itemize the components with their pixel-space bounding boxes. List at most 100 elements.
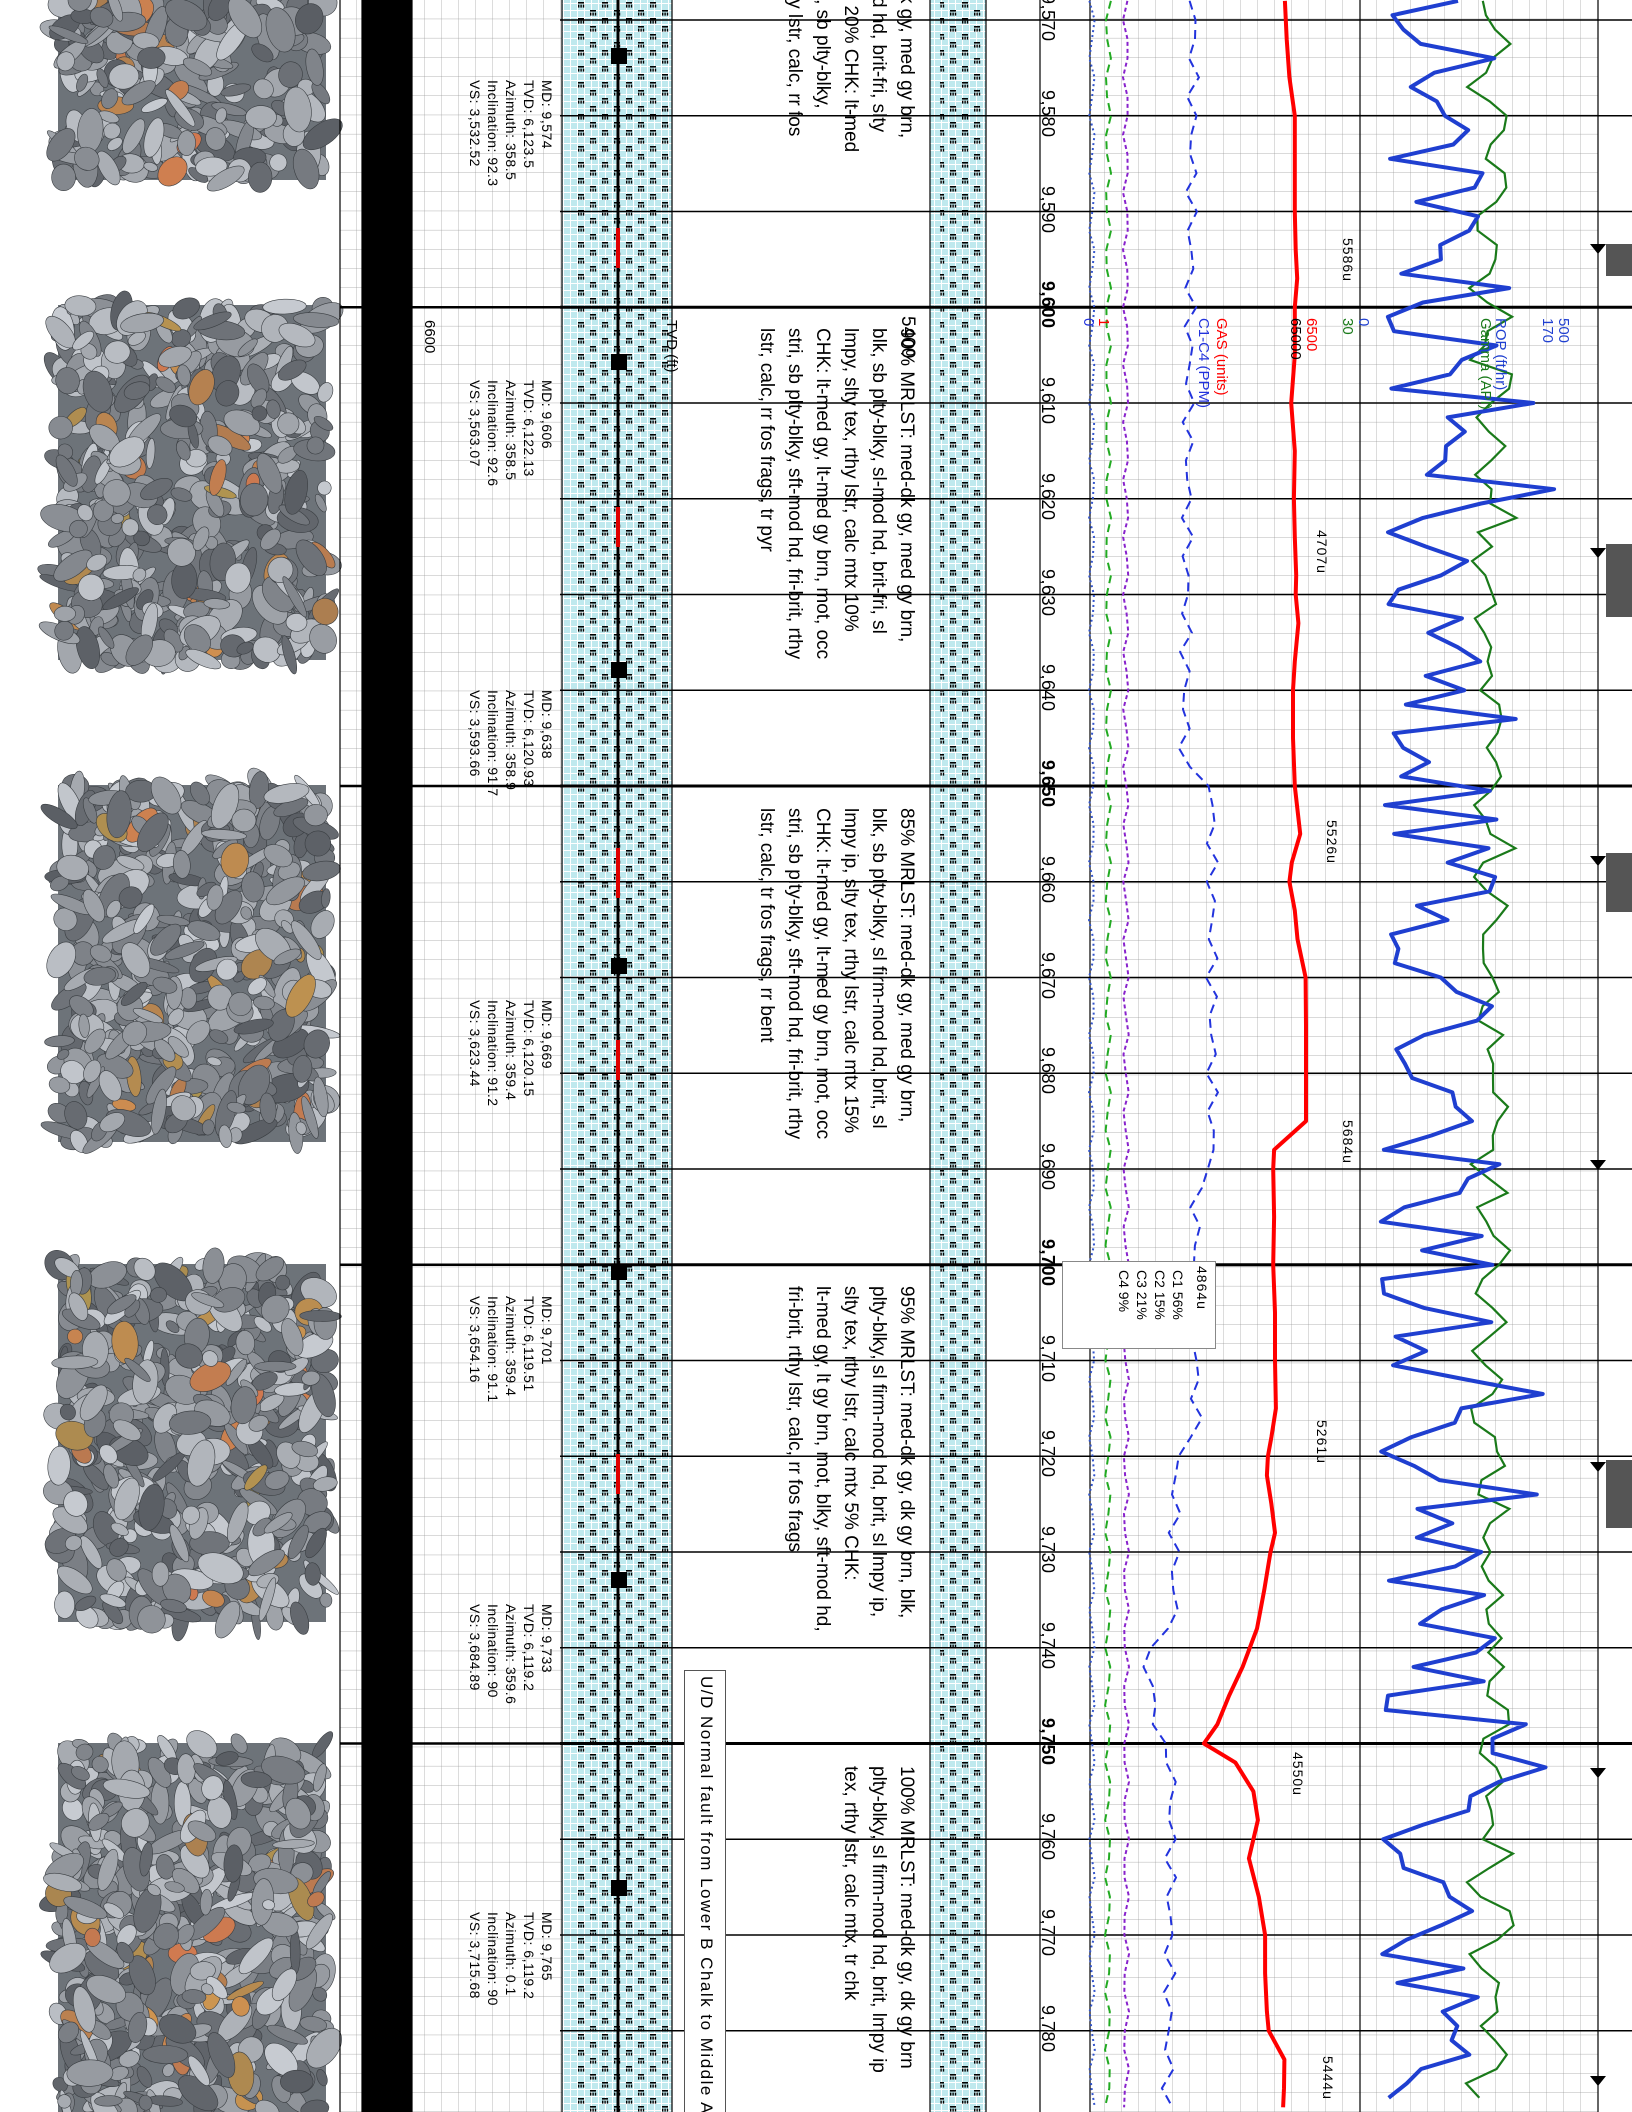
cutting-chip bbox=[76, 73, 89, 92]
lithology-description: med-dk gy, med gy brn, bbox=[896, 0, 917, 139]
cutting-chip bbox=[265, 7, 296, 53]
cutting-chip bbox=[40, 803, 78, 830]
cutting-chip bbox=[209, 459, 227, 496]
cutting-chip bbox=[259, 1092, 277, 1124]
lithology-description: 95% MRLST: med-dk gy, dk gy brn, blk, bbox=[896, 1286, 917, 1619]
cutting-chip bbox=[106, 790, 132, 839]
cutting-chip bbox=[278, 61, 303, 88]
cutting-chip bbox=[280, 2069, 314, 2094]
lithology-description: , sl-mod hd, brit-fri, slty bbox=[868, 0, 889, 133]
lithology-description: lmpy ip, slty tex, rthy lstr, calc mtx 1… bbox=[840, 808, 861, 1134]
survey-inclination: Inclination: 90 bbox=[485, 1604, 501, 1698]
gas-peak-label: 5526u bbox=[1324, 820, 1340, 864]
cutting-chip bbox=[293, 312, 340, 328]
cutting-chip bbox=[121, 80, 156, 106]
cutting-chip bbox=[233, 1018, 274, 1035]
cutting-chip bbox=[152, 976, 178, 994]
survey-tvd: TVD: 6,119.2 bbox=[521, 1604, 537, 1692]
cutting-chip bbox=[215, 107, 227, 124]
cutting-chip bbox=[83, 1059, 102, 1083]
cutting-chip bbox=[96, 150, 121, 186]
cutting-chip bbox=[150, 923, 182, 956]
cutting-chip bbox=[263, 844, 293, 868]
cutting-chip bbox=[304, 830, 332, 857]
cutting-chip bbox=[215, 380, 240, 407]
cutting-chip bbox=[278, 322, 316, 348]
cutting-chip bbox=[291, 920, 322, 960]
cutting-chip bbox=[306, 436, 325, 455]
cutting-chip bbox=[143, 161, 158, 172]
survey-tvd: TVD: 6,119.2 bbox=[521, 1912, 537, 2000]
cutting-chip bbox=[177, 130, 196, 156]
cutting-chip bbox=[147, 504, 168, 526]
cutting-chip bbox=[176, 440, 191, 461]
gas-min-label: 65000 bbox=[1287, 318, 1304, 360]
cutting-chip bbox=[77, 504, 94, 522]
cutting-chip bbox=[104, 340, 131, 364]
depth-label: 9,640 bbox=[1038, 664, 1058, 712]
cutting-chip bbox=[118, 886, 143, 909]
cutting-chip bbox=[282, 576, 307, 618]
cutting-chip bbox=[133, 530, 151, 547]
depth-label: 9,680 bbox=[1038, 1047, 1058, 1095]
cutting-chip bbox=[267, 556, 294, 583]
gamma-max-label: 0 bbox=[1355, 318, 1372, 327]
depth-label: 9,670 bbox=[1038, 951, 1058, 1000]
survey-md: MD: 9,669 bbox=[539, 1000, 555, 1070]
cutting-chip bbox=[86, 553, 108, 572]
survey-tvd: TVD: 6,123.5 bbox=[521, 80, 537, 169]
lithology-description: fri-brit, rthy lstr, calc, rr fos frags bbox=[784, 1286, 805, 1553]
cutting-chip bbox=[207, 435, 233, 456]
survey-square bbox=[611, 958, 627, 974]
cutting-chip bbox=[224, 562, 252, 594]
cutting-chip bbox=[72, 330, 94, 351]
cutting-chip bbox=[205, 127, 226, 151]
cutting-chip bbox=[321, 888, 331, 909]
cutting-chip bbox=[309, 623, 337, 654]
cutting-chip bbox=[283, 86, 312, 133]
cutting-chip bbox=[167, 537, 196, 567]
right-block bbox=[1606, 853, 1632, 912]
cutting-chip bbox=[186, 1020, 211, 1045]
survey-vs: VS: 3,715.68 bbox=[467, 1912, 483, 1999]
cutting-chip bbox=[248, 161, 273, 193]
cutting-chip bbox=[123, 381, 150, 400]
lithology-description: plty-blky, sl firm-mod hd, brit, lmpy ip bbox=[868, 1766, 889, 2073]
lithology-description: plty-blky, sl firm-mod hd, brit, sl lmpy… bbox=[868, 1286, 889, 1618]
lithology-description: lstr, calc, tr fos frags, rr bent bbox=[756, 808, 777, 1043]
cutting-chip bbox=[314, 493, 327, 513]
cutting-chip bbox=[99, 1112, 125, 1133]
cutting-chip bbox=[277, 412, 300, 436]
depth-label: 9,580 bbox=[1038, 89, 1058, 138]
cuttings-photo bbox=[39, 0, 343, 193]
cutting-chip bbox=[136, 812, 169, 852]
cutting-chip bbox=[319, 1592, 333, 1608]
cutting-chip bbox=[192, 526, 210, 551]
cutting-chip bbox=[317, 382, 334, 403]
cutting-chip bbox=[116, 855, 145, 871]
marl-symbols-right bbox=[940, 0, 984, 2112]
survey-azimuth: Azimuth: 358.9 bbox=[503, 690, 519, 791]
lithology-description: slty tex, rthy lstr, calc mtx 5% CHK: bbox=[840, 1286, 861, 1581]
survey-md: MD: 9,765 bbox=[539, 1912, 555, 1982]
cutting-chip bbox=[209, 1029, 229, 1044]
survey-md: MD: 9,574 bbox=[539, 80, 555, 150]
cutting-chip bbox=[172, 297, 200, 320]
cutting-chip bbox=[201, 1119, 215, 1136]
cutting-chip bbox=[240, 906, 252, 920]
cutting-chip bbox=[247, 977, 267, 996]
cutting-chip bbox=[101, 88, 119, 109]
cutting-chip bbox=[121, 942, 151, 978]
cutting-chip bbox=[206, 884, 224, 911]
survey-square bbox=[611, 1264, 627, 1280]
survey-tvd: TVD: 6,120.15 bbox=[521, 1000, 537, 1097]
cutting-chip bbox=[55, 367, 80, 395]
cutting-chip bbox=[84, 1028, 106, 1054]
lithology-description: stri, sb plty-blky, sft-mod hd, fri-brit… bbox=[784, 328, 805, 660]
cutting-chip bbox=[236, 641, 254, 655]
cutting-chip bbox=[92, 845, 116, 870]
survey-square bbox=[611, 48, 627, 64]
cutting-chip bbox=[164, 941, 205, 960]
lithology-description: blk, sb plty-blky, sl firm-mod hd, brit,… bbox=[868, 808, 889, 1129]
depth-label: 9,740 bbox=[1038, 1621, 1058, 1670]
